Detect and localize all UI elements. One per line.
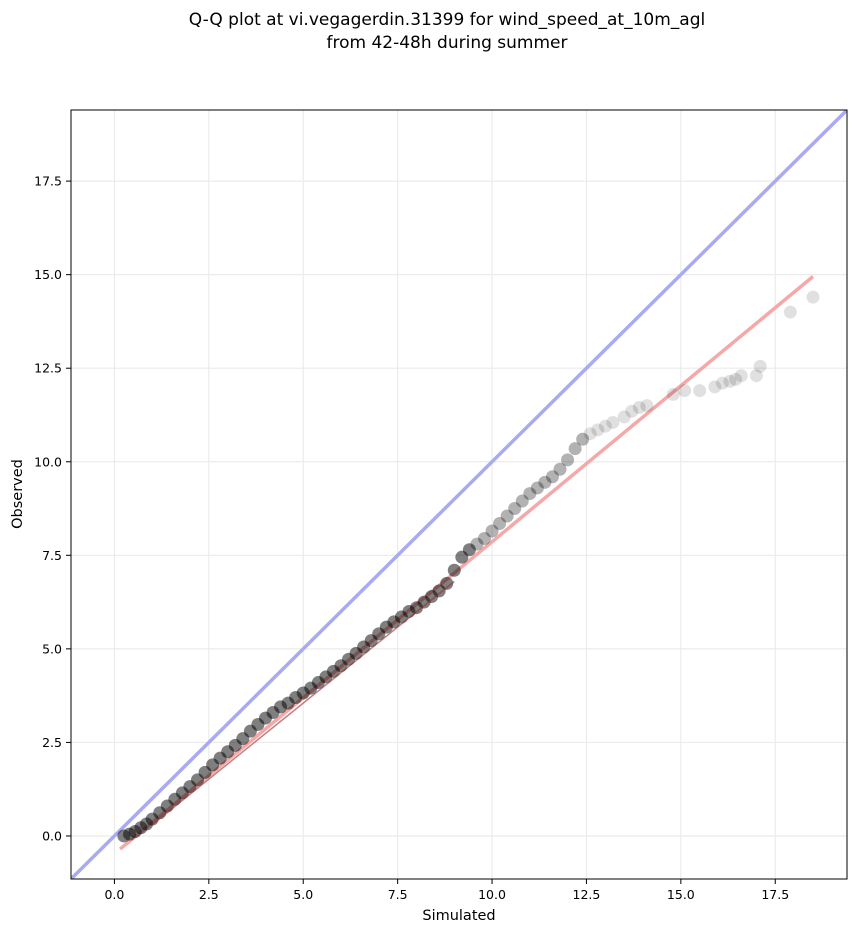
data-point-73 — [693, 384, 707, 398]
x-tick-label-1: 2.5 — [199, 887, 219, 902]
data-points — [117, 290, 820, 843]
data-point-80 — [753, 359, 767, 373]
grid-lines — [71, 110, 847, 879]
data-point-77 — [729, 372, 743, 386]
data-point-71 — [666, 387, 680, 401]
data-point-72 — [678, 384, 692, 398]
data-point-50 — [485, 524, 499, 538]
data-point-75 — [715, 376, 729, 390]
data-point-70 — [640, 399, 654, 413]
data-point-74 — [708, 380, 722, 394]
y-tick-label-6: 15.0 — [34, 267, 62, 282]
data-point-68 — [625, 404, 639, 418]
data-point-66 — [606, 415, 620, 429]
data-point-79 — [749, 369, 763, 383]
identity-line — [71, 110, 847, 879]
data-point-78 — [734, 369, 748, 383]
data-point-44 — [440, 576, 454, 590]
x-tick-label-6: 15.0 — [667, 887, 695, 902]
data-point-47 — [462, 543, 476, 557]
data-point-48 — [470, 537, 484, 551]
data-point-55 — [523, 487, 537, 501]
x-tick-label-0: 0.0 — [104, 887, 124, 902]
axis-ticks: 0.0 2.5 5.0 7.5 10.0 12.5 15.0 17.5 0.0 2.5 5.0 7.5… — [34, 174, 789, 902]
y-axis-label: Observed — [10, 459, 26, 529]
chart-title-line-2: from 42-48h during summer — [327, 33, 568, 53]
data-point-67 — [617, 410, 631, 424]
reference-lines — [71, 110, 847, 879]
data-point-45 — [447, 563, 461, 577]
data-point-49 — [477, 531, 491, 545]
x-tick-label-4: 10.0 — [478, 887, 506, 902]
data-point-82 — [806, 290, 820, 304]
data-point-65 — [598, 419, 612, 433]
x-tick-label-3: 7.5 — [388, 887, 408, 902]
data-point-54 — [515, 494, 529, 508]
x-axis-label: Simulated — [422, 908, 495, 924]
data-point-57 — [538, 475, 552, 489]
x-tick-label-5: 12.5 — [573, 887, 601, 902]
data-point-60 — [561, 453, 575, 467]
data-point-61 — [568, 442, 582, 456]
y-tick-label-0: 0.0 — [42, 828, 62, 843]
y-tick-label-7: 17.5 — [34, 174, 62, 189]
data-point-53 — [508, 502, 522, 516]
center-fit-line — [151, 580, 455, 826]
data-point-62 — [576, 432, 590, 446]
chart-title-line-1: Q-Q plot at vi.vegagerdin.31399 for wind… — [189, 10, 705, 30]
y-tick-label-1: 2.5 — [42, 735, 62, 750]
data-point-59 — [553, 462, 567, 476]
data-point-58 — [545, 470, 559, 484]
data-point-64 — [591, 423, 605, 437]
data-point-56 — [530, 481, 544, 495]
data-point-81 — [783, 305, 797, 319]
y-tick-label-2: 5.0 — [42, 641, 62, 656]
data-point-51 — [493, 517, 507, 531]
plot-frame — [70, 109, 848, 880]
data-point-69 — [632, 400, 646, 414]
fit-line — [118, 275, 815, 851]
data-point-76 — [723, 374, 737, 388]
y-tick-label-5: 12.5 — [34, 361, 62, 376]
x-tick-label-2: 5.0 — [293, 887, 313, 902]
y-tick-label-4: 10.0 — [34, 454, 62, 469]
y-tick-label-3: 7.5 — [42, 548, 62, 563]
x-tick-label-7: 17.5 — [761, 887, 789, 902]
data-point-52 — [500, 509, 514, 523]
data-point-63 — [583, 427, 597, 441]
